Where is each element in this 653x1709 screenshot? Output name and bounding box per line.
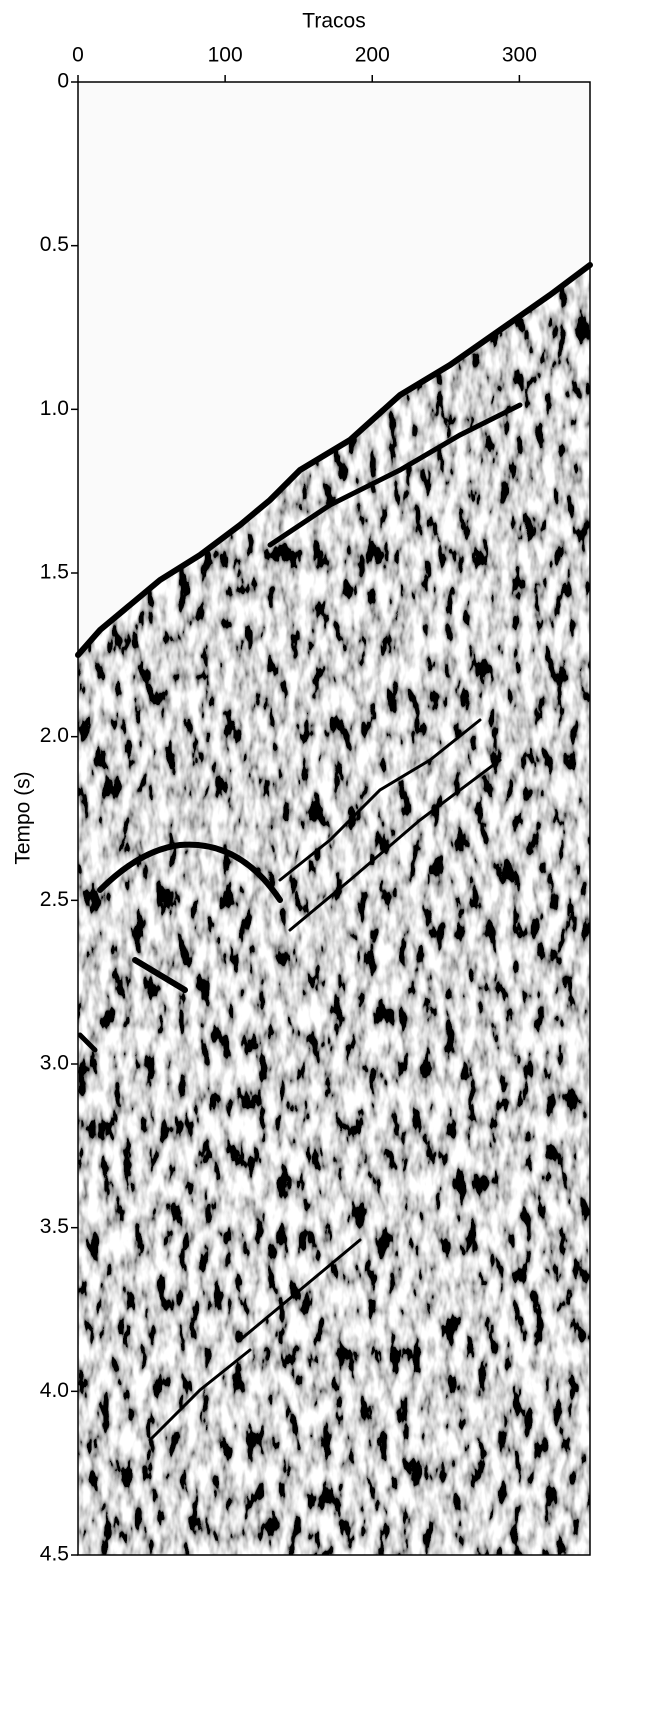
x-tick-label: 0 xyxy=(72,44,84,67)
y-tick-label: 3.0 xyxy=(40,1052,69,1075)
y-tick-label: 4.0 xyxy=(40,1379,69,1402)
y-tick-label: 0.5 xyxy=(40,233,69,256)
x-tick-label: 300 xyxy=(502,44,537,67)
x-tick-label: 200 xyxy=(355,44,390,67)
y-tick-label: 2.0 xyxy=(40,724,69,747)
x-tick-label: 100 xyxy=(208,44,243,67)
x-axis-label: Tracos xyxy=(302,10,365,33)
y-tick-label: 3.5 xyxy=(40,1215,69,1238)
reflectors xyxy=(75,262,593,1442)
y-axis-label: Tempo (s) xyxy=(12,771,35,864)
y-tick-label: 4.5 xyxy=(40,1543,69,1566)
y-tick-label: 1.0 xyxy=(40,397,69,420)
plot-frame xyxy=(77,81,591,1556)
y-tick-label: 0 xyxy=(57,70,69,93)
seismic-section xyxy=(75,81,593,1556)
y-tick-label: 1.5 xyxy=(40,561,69,584)
y-tick-label: 2.5 xyxy=(40,888,69,911)
